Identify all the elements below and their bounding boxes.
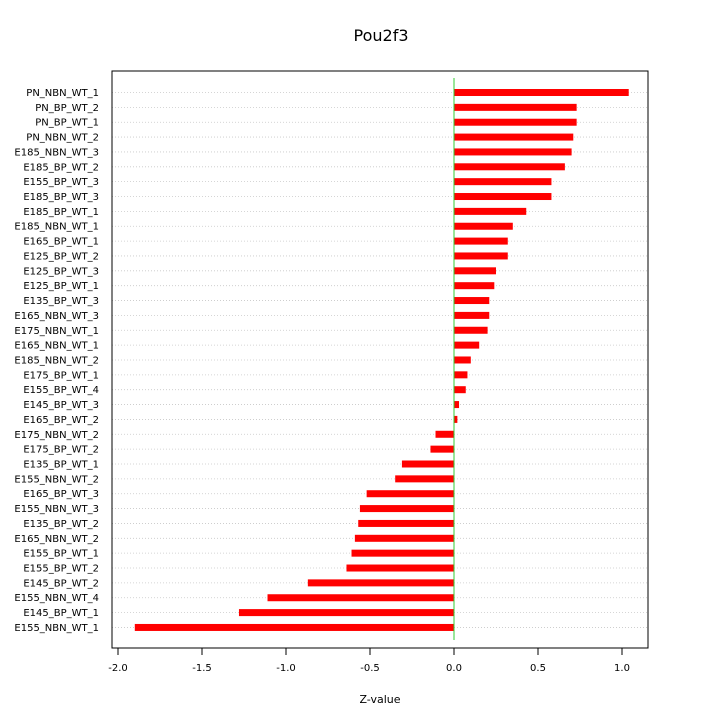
bar bbox=[430, 445, 454, 453]
bar bbox=[454, 237, 508, 245]
category-label: E135_BP_WT_3 bbox=[23, 296, 99, 307]
category-label: E165_NBN_WT_3 bbox=[14, 311, 99, 322]
bar bbox=[134, 623, 455, 631]
category-label: E185_NBN_WT_2 bbox=[14, 355, 99, 366]
bar bbox=[435, 430, 454, 438]
bar bbox=[351, 549, 454, 557]
category-label: E175_NBN_WT_1 bbox=[14, 326, 99, 337]
bar bbox=[454, 178, 552, 186]
category-label: E165_BP_WT_3 bbox=[23, 489, 99, 500]
bar bbox=[267, 594, 454, 602]
bar bbox=[454, 282, 495, 290]
plot-frame bbox=[111, 70, 649, 649]
x-tick-label: 0.5 bbox=[530, 663, 546, 674]
bar bbox=[454, 148, 572, 156]
bar bbox=[454, 356, 471, 364]
bar bbox=[454, 297, 490, 305]
category-label: E155_BP_WT_2 bbox=[23, 564, 99, 575]
category-label: PN_BP_WT_1 bbox=[35, 118, 99, 129]
bar bbox=[454, 401, 460, 409]
category-label: E125_BP_WT_2 bbox=[23, 251, 99, 262]
bar bbox=[454, 193, 552, 201]
bar bbox=[358, 519, 454, 527]
category-label: E185_NBN_WT_3 bbox=[14, 147, 99, 158]
category-label: E155_NBN_WT_1 bbox=[14, 623, 99, 634]
x-axis: -2.0 -1.5 -1.0 -0.5 0.0 0.5 1.0 bbox=[108, 647, 630, 674]
bar bbox=[454, 371, 468, 379]
category-label: E145_BP_WT_3 bbox=[23, 400, 99, 411]
category-label: E185_BP_WT_2 bbox=[23, 162, 99, 173]
x-tick-label: 0.0 bbox=[446, 663, 462, 674]
category-label: E175_BP_WT_2 bbox=[23, 445, 99, 456]
bar bbox=[454, 118, 577, 126]
bar bbox=[238, 609, 454, 617]
x-tick-label: -1.5 bbox=[192, 663, 212, 674]
category-label: E155_BP_WT_3 bbox=[23, 177, 99, 188]
category-label: E125_BP_WT_3 bbox=[23, 266, 99, 277]
grid-lines bbox=[112, 92, 648, 628]
bar bbox=[454, 133, 574, 141]
bar bbox=[454, 311, 490, 319]
bar bbox=[395, 475, 454, 483]
bars bbox=[134, 89, 629, 631]
bar bbox=[454, 267, 496, 275]
bar bbox=[346, 564, 454, 572]
x-tick-label: 1.0 bbox=[614, 663, 630, 674]
category-label: E165_NBN_WT_2 bbox=[14, 534, 99, 545]
bar bbox=[454, 326, 488, 334]
category-label: E155_NBN_WT_3 bbox=[14, 504, 99, 515]
bar bbox=[454, 222, 513, 230]
category-label: E155_BP_WT_4 bbox=[23, 385, 99, 396]
category-label: E155_NBN_WT_4 bbox=[14, 593, 99, 604]
category-label: E175_BP_WT_1 bbox=[23, 370, 99, 381]
bar bbox=[454, 163, 565, 171]
bar bbox=[359, 505, 454, 513]
category-label: E175_NBN_WT_2 bbox=[14, 430, 99, 441]
category-label: E135_BP_WT_2 bbox=[23, 519, 99, 530]
bar bbox=[454, 386, 466, 394]
category-label: PN_NBN_WT_2 bbox=[26, 133, 99, 144]
category-label: E145_BP_WT_2 bbox=[23, 578, 99, 589]
category-label: E155_NBN_WT_2 bbox=[14, 474, 99, 485]
x-axis-title: Z-value bbox=[359, 693, 400, 706]
x-tick-label: -2.0 bbox=[108, 663, 128, 674]
bar bbox=[401, 460, 454, 468]
category-label: E145_BP_WT_1 bbox=[23, 608, 99, 619]
category-label: E165_BP_WT_1 bbox=[23, 237, 99, 248]
category-label: E185_NBN_WT_1 bbox=[14, 222, 99, 233]
bar bbox=[354, 534, 454, 542]
category-label: PN_NBN_WT_1 bbox=[26, 88, 99, 99]
category-label: E185_BP_WT_1 bbox=[23, 207, 99, 218]
category-labels: PN_NBN_WT_1 PN_BP_WT_2 PN_BP_WT_1 PN_NBN_WT… bbox=[14, 88, 99, 634]
category-label: PN_BP_WT_2 bbox=[35, 103, 99, 114]
bar bbox=[307, 579, 454, 587]
category-label: E185_BP_WT_3 bbox=[23, 192, 99, 203]
bar bbox=[454, 89, 629, 96]
category-label: E165_BP_WT_2 bbox=[23, 415, 99, 426]
bar bbox=[454, 103, 577, 111]
bar bbox=[454, 341, 480, 349]
chart-title: Pou2f3 bbox=[354, 26, 409, 45]
bar bbox=[366, 490, 454, 498]
category-label: E125_BP_WT_1 bbox=[23, 281, 99, 292]
category-label: E135_BP_WT_1 bbox=[23, 460, 99, 471]
category-label: E165_NBN_WT_1 bbox=[14, 341, 99, 352]
category-label: E155_BP_WT_1 bbox=[23, 549, 99, 560]
bar bbox=[454, 252, 508, 260]
x-tick-label: -1.0 bbox=[276, 663, 296, 674]
x-tick-label: -0.5 bbox=[360, 663, 380, 674]
bar bbox=[454, 415, 458, 423]
bar bbox=[454, 207, 527, 215]
